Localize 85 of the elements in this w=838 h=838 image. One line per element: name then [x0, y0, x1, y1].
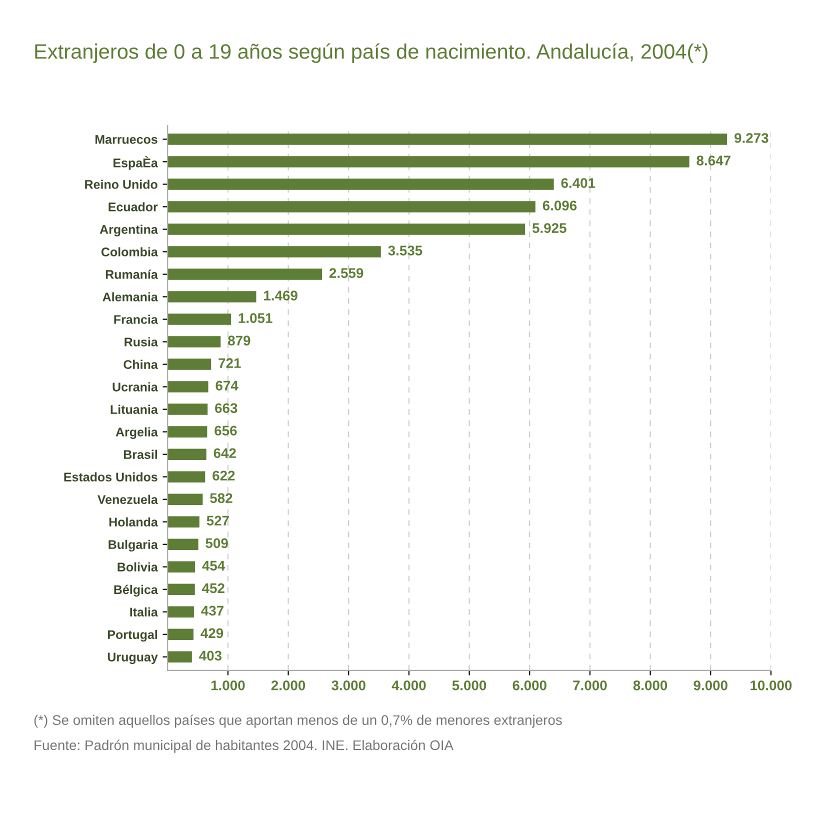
data-label: 6.096	[542, 200, 577, 210]
y-tick-label: Rusia	[124, 337, 158, 346]
bar	[168, 538, 198, 550]
y-tick-label: Estados Unidos	[64, 472, 158, 482]
y-tick-label: Marruecos	[95, 135, 158, 144]
data-label: 674	[216, 380, 238, 391]
x-tick-label: 5.000	[452, 680, 486, 690]
y-tick-label: Italia	[130, 607, 158, 617]
bar	[168, 471, 206, 482]
y-tick-label: Francia	[114, 314, 158, 324]
y-tick-label: Bulgaria	[108, 540, 158, 552]
bar	[168, 178, 554, 190]
data-label: 429	[200, 628, 224, 638]
y-tick-label: Rumanía	[106, 270, 158, 279]
data-label: 1.051	[238, 313, 272, 323]
bar	[168, 246, 381, 258]
data-label: 2.559	[329, 268, 364, 278]
bar	[168, 561, 195, 572]
bar	[168, 606, 194, 618]
bar	[168, 584, 195, 595]
bar	[168, 156, 690, 168]
x-tick-label: 7.000	[573, 680, 607, 690]
x-tick-label: 9.000	[694, 680, 728, 690]
data-label: 9.273	[734, 133, 768, 143]
data-label: 437	[201, 606, 224, 616]
bar	[168, 134, 728, 145]
data-label: 879	[228, 336, 250, 346]
bar	[168, 201, 536, 212]
source-note: Fuente: Padrón municipal de habitantes 2004. INE. Elaboración OIA	[34, 740, 454, 753]
bar	[168, 448, 206, 460]
chart-title: Extranjeros de 0 a 19 años según país de nacimiento. Andalucía, 2004(*)	[35, 43, 708, 63]
bar	[168, 494, 203, 505]
data-label: 5.925	[532, 223, 566, 233]
x-tick-label: 2.000	[271, 680, 306, 690]
data-label: 527	[206, 516, 229, 526]
y-tick-label: Bolivia	[118, 562, 158, 572]
bar	[168, 358, 212, 370]
data-label: 656	[214, 426, 237, 436]
bar	[168, 516, 200, 528]
y-tick-label: EspaÈa	[114, 156, 158, 170]
y-tick-label: Bélgica	[114, 584, 158, 597]
data-label: 403	[199, 650, 222, 661]
x-tick-label: 8.000	[633, 680, 668, 690]
x-tick-label: 3.000	[332, 680, 366, 690]
bar	[168, 404, 208, 415]
y-tick-label: Brasil	[124, 450, 157, 459]
data-label: 8.647	[696, 156, 730, 166]
y-tick-label: Uruguay	[108, 652, 158, 664]
y-tick-label: Ecuador	[108, 202, 158, 212]
y-tick-label: Venezuela	[98, 494, 158, 504]
bar	[168, 314, 232, 325]
x-tick-label: 10.000	[750, 680, 792, 690]
y-tick-label: Holanda	[109, 517, 158, 526]
x-tick-label: 4.000	[392, 680, 426, 690]
y-tick-label: Argentina	[100, 224, 158, 236]
bar	[168, 381, 208, 392]
data-label: 3.535	[388, 246, 422, 256]
y-tick-label: Ucrania	[112, 382, 158, 392]
data-label: 454	[202, 560, 226, 571]
data-label: 721	[218, 358, 241, 368]
bar	[168, 268, 322, 280]
bar	[168, 628, 194, 640]
text: (*) Se omiten aquellos países que aportan menos de un 0,7% de menores extranjeros	[34, 714, 562, 728]
x-tick-label: 1.000	[211, 680, 245, 690]
y-tick-label: Reino Unido	[85, 180, 158, 189]
data-label: 663	[215, 403, 238, 414]
data-label: 452	[202, 583, 224, 594]
bar	[168, 336, 221, 348]
data-label: 6.401	[561, 178, 596, 188]
y-tick-label: Alemania	[102, 292, 158, 302]
data-label: 1.469	[264, 290, 298, 300]
bar	[168, 651, 192, 663]
y-tick-label: China	[124, 360, 158, 369]
data-label: 642	[214, 448, 236, 458]
data-label: 509	[206, 538, 228, 548]
bar	[168, 291, 256, 302]
data-label: 622	[212, 470, 235, 481]
bar	[168, 426, 208, 438]
bar	[168, 224, 526, 235]
data-label: 582	[210, 493, 232, 504]
x-tick-label: 6.000	[512, 680, 546, 690]
y-tick-label: Argelia	[116, 427, 158, 439]
y-tick-label: Colombia	[101, 247, 158, 256]
y-tick-label: Portugal	[108, 630, 157, 642]
y-tick-label: Lituania	[110, 404, 158, 414]
